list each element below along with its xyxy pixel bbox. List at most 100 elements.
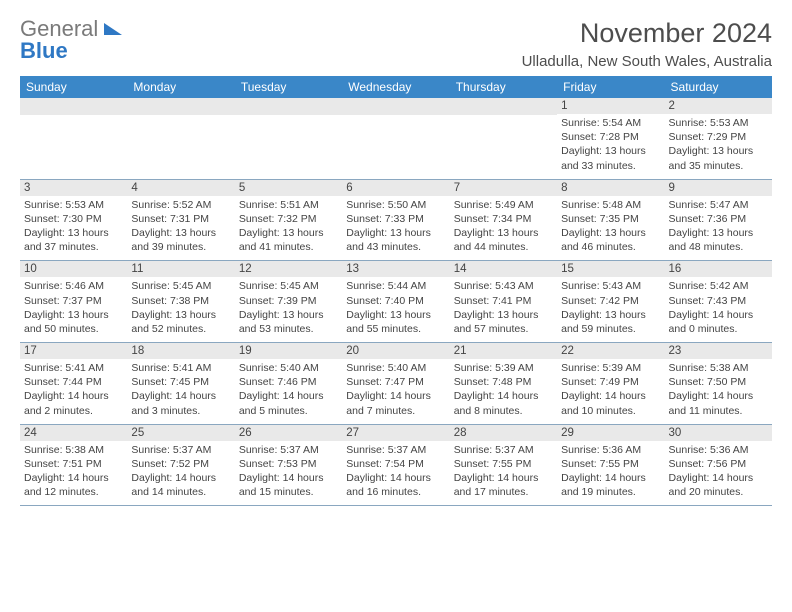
daylight-line: Daylight: 14 hours and 0 minutes.	[669, 308, 768, 336]
calendar-day-cell: 27Sunrise: 5:37 AMSunset: 7:54 PMDayligh…	[342, 424, 449, 506]
calendar-day-cell: 30Sunrise: 5:36 AMSunset: 7:56 PMDayligh…	[665, 424, 772, 506]
calendar-day-cell: 16Sunrise: 5:42 AMSunset: 7:43 PMDayligh…	[665, 261, 772, 343]
calendar-day-cell: 19Sunrise: 5:40 AMSunset: 7:46 PMDayligh…	[235, 343, 342, 425]
sunset-line: Sunset: 7:28 PM	[561, 130, 660, 144]
sunset-line: Sunset: 7:51 PM	[24, 457, 123, 471]
sunrise-line: Sunrise: 5:40 AM	[239, 361, 338, 375]
calendar-day-cell: 23Sunrise: 5:38 AMSunset: 7:50 PMDayligh…	[665, 343, 772, 425]
sunrise-line: Sunrise: 5:45 AM	[131, 279, 230, 293]
sunrise-line: Sunrise: 5:46 AM	[24, 279, 123, 293]
sunrise-line: Sunrise: 5:39 AM	[454, 361, 553, 375]
sunset-line: Sunset: 7:49 PM	[561, 375, 660, 389]
calendar-day-cell: 2Sunrise: 5:53 AMSunset: 7:29 PMDaylight…	[665, 98, 772, 179]
day-number: 7	[450, 180, 557, 196]
day-number: 11	[127, 261, 234, 277]
day-number: 8	[557, 180, 664, 196]
day-number	[342, 98, 449, 115]
sunrise-line: Sunrise: 5:37 AM	[239, 443, 338, 457]
daylight-line: Daylight: 13 hours and 37 minutes.	[24, 226, 123, 254]
daylight-line: Daylight: 13 hours and 44 minutes.	[454, 226, 553, 254]
daylight-line: Daylight: 13 hours and 55 minutes.	[346, 308, 445, 336]
sunrise-line: Sunrise: 5:48 AM	[561, 198, 660, 212]
day-body: Sunrise: 5:49 AMSunset: 7:34 PMDaylight:…	[450, 196, 557, 261]
calendar-day-cell: 9Sunrise: 5:47 AMSunset: 7:36 PMDaylight…	[665, 179, 772, 261]
day-number: 4	[127, 180, 234, 196]
calendar-day-cell: 26Sunrise: 5:37 AMSunset: 7:53 PMDayligh…	[235, 424, 342, 506]
day-body: Sunrise: 5:45 AMSunset: 7:38 PMDaylight:…	[127, 277, 234, 342]
daylight-line: Daylight: 13 hours and 52 minutes.	[131, 308, 230, 336]
daylight-line: Daylight: 14 hours and 17 minutes.	[454, 471, 553, 499]
sunset-line: Sunset: 7:31 PM	[131, 212, 230, 226]
day-body: Sunrise: 5:48 AMSunset: 7:35 PMDaylight:…	[557, 196, 664, 261]
day-number	[20, 98, 127, 115]
daylight-line: Daylight: 13 hours and 59 minutes.	[561, 308, 660, 336]
day-number: 20	[342, 343, 449, 359]
day-body	[450, 115, 557, 175]
calendar-day-cell: 10Sunrise: 5:46 AMSunset: 7:37 PMDayligh…	[20, 261, 127, 343]
day-number: 3	[20, 180, 127, 196]
weekday-header-row: SundayMondayTuesdayWednesdayThursdayFrid…	[20, 76, 772, 98]
day-number	[450, 98, 557, 115]
sunset-line: Sunset: 7:44 PM	[24, 375, 123, 389]
day-number: 10	[20, 261, 127, 277]
calendar-empty-cell	[235, 98, 342, 179]
day-number	[127, 98, 234, 115]
sunset-line: Sunset: 7:33 PM	[346, 212, 445, 226]
sunrise-line: Sunrise: 5:39 AM	[561, 361, 660, 375]
weekday-header: Saturday	[665, 76, 772, 98]
daylight-line: Daylight: 13 hours and 43 minutes.	[346, 226, 445, 254]
day-number: 28	[450, 425, 557, 441]
day-number: 16	[665, 261, 772, 277]
daylight-line: Daylight: 14 hours and 7 minutes.	[346, 389, 445, 417]
logo-word2: Blue	[20, 40, 122, 62]
sunset-line: Sunset: 7:34 PM	[454, 212, 553, 226]
day-body: Sunrise: 5:38 AMSunset: 7:50 PMDaylight:…	[665, 359, 772, 424]
day-body: Sunrise: 5:45 AMSunset: 7:39 PMDaylight:…	[235, 277, 342, 342]
sunrise-line: Sunrise: 5:51 AM	[239, 198, 338, 212]
sunrise-line: Sunrise: 5:37 AM	[131, 443, 230, 457]
day-body	[235, 115, 342, 175]
sunrise-line: Sunrise: 5:42 AM	[669, 279, 768, 293]
sunrise-line: Sunrise: 5:43 AM	[454, 279, 553, 293]
calendar-week-row: 17Sunrise: 5:41 AMSunset: 7:44 PMDayligh…	[20, 343, 772, 425]
day-body: Sunrise: 5:40 AMSunset: 7:47 PMDaylight:…	[342, 359, 449, 424]
sunset-line: Sunset: 7:29 PM	[669, 130, 768, 144]
day-number: 29	[557, 425, 664, 441]
daylight-line: Daylight: 14 hours and 5 minutes.	[239, 389, 338, 417]
sunset-line: Sunset: 7:32 PM	[239, 212, 338, 226]
day-number: 22	[557, 343, 664, 359]
sunset-line: Sunset: 7:54 PM	[346, 457, 445, 471]
day-number: 21	[450, 343, 557, 359]
day-body: Sunrise: 5:39 AMSunset: 7:48 PMDaylight:…	[450, 359, 557, 424]
sunset-line: Sunset: 7:55 PM	[561, 457, 660, 471]
day-number: 6	[342, 180, 449, 196]
daylight-line: Daylight: 14 hours and 3 minutes.	[131, 389, 230, 417]
weekday-header: Thursday	[450, 76, 557, 98]
calendar-day-cell: 5Sunrise: 5:51 AMSunset: 7:32 PMDaylight…	[235, 179, 342, 261]
logo-triangle-icon	[104, 23, 122, 35]
calendar-day-cell: 21Sunrise: 5:39 AMSunset: 7:48 PMDayligh…	[450, 343, 557, 425]
day-number: 23	[665, 343, 772, 359]
calendar-day-cell: 25Sunrise: 5:37 AMSunset: 7:52 PMDayligh…	[127, 424, 234, 506]
weekday-header: Wednesday	[342, 76, 449, 98]
calendar-day-cell: 1Sunrise: 5:54 AMSunset: 7:28 PMDaylight…	[557, 98, 664, 179]
day-body: Sunrise: 5:52 AMSunset: 7:31 PMDaylight:…	[127, 196, 234, 261]
day-number: 18	[127, 343, 234, 359]
day-number: 26	[235, 425, 342, 441]
calendar-day-cell: 20Sunrise: 5:40 AMSunset: 7:47 PMDayligh…	[342, 343, 449, 425]
sunrise-line: Sunrise: 5:37 AM	[454, 443, 553, 457]
calendar-day-cell: 7Sunrise: 5:49 AMSunset: 7:34 PMDaylight…	[450, 179, 557, 261]
sunset-line: Sunset: 7:40 PM	[346, 294, 445, 308]
daylight-line: Daylight: 14 hours and 10 minutes.	[561, 389, 660, 417]
daylight-line: Daylight: 14 hours and 19 minutes.	[561, 471, 660, 499]
day-number: 12	[235, 261, 342, 277]
daylight-line: Daylight: 14 hours and 20 minutes.	[669, 471, 768, 499]
sunrise-line: Sunrise: 5:52 AM	[131, 198, 230, 212]
weekday-header: Friday	[557, 76, 664, 98]
sunrise-line: Sunrise: 5:50 AM	[346, 198, 445, 212]
calendar-empty-cell	[450, 98, 557, 179]
day-number: 2	[665, 98, 772, 114]
calendar-week-row: 10Sunrise: 5:46 AMSunset: 7:37 PMDayligh…	[20, 261, 772, 343]
day-number: 13	[342, 261, 449, 277]
location-label: Ulladulla, New South Wales, Australia	[522, 53, 772, 70]
